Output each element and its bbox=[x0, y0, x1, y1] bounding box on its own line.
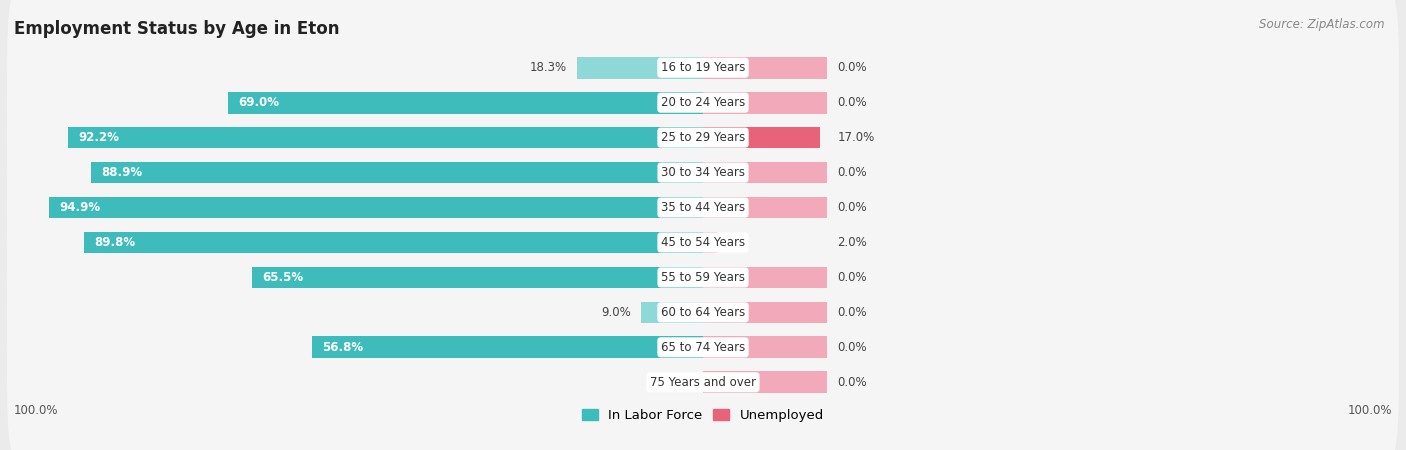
Text: Employment Status by Age in Eton: Employment Status by Age in Eton bbox=[14, 20, 340, 38]
Bar bbox=[703, 162, 827, 184]
Text: 55 to 59 Years: 55 to 59 Years bbox=[661, 271, 745, 284]
Text: 0.0%: 0.0% bbox=[838, 376, 868, 389]
Text: 0.0%: 0.0% bbox=[838, 96, 868, 109]
Text: 65.5%: 65.5% bbox=[262, 271, 304, 284]
Text: 89.8%: 89.8% bbox=[94, 236, 136, 249]
Text: Source: ZipAtlas.com: Source: ZipAtlas.com bbox=[1260, 18, 1385, 31]
Text: 17.0%: 17.0% bbox=[838, 131, 875, 144]
Bar bbox=[84, 232, 703, 253]
Text: 0.0%: 0.0% bbox=[838, 271, 868, 284]
FancyBboxPatch shape bbox=[7, 230, 1399, 395]
FancyBboxPatch shape bbox=[7, 125, 1399, 290]
FancyBboxPatch shape bbox=[7, 55, 1399, 220]
Text: 2.0%: 2.0% bbox=[838, 236, 868, 249]
Text: 69.0%: 69.0% bbox=[238, 96, 278, 109]
Text: 0.0%: 0.0% bbox=[838, 201, 868, 214]
Bar bbox=[703, 266, 827, 288]
Bar bbox=[703, 232, 717, 253]
Text: 9.0%: 9.0% bbox=[600, 306, 631, 319]
Bar bbox=[703, 337, 827, 358]
Text: 18.3%: 18.3% bbox=[530, 61, 567, 74]
Text: 0.0%: 0.0% bbox=[664, 376, 693, 389]
FancyBboxPatch shape bbox=[7, 90, 1399, 256]
FancyBboxPatch shape bbox=[7, 265, 1399, 430]
Bar bbox=[90, 162, 703, 184]
Text: 75 Years and over: 75 Years and over bbox=[650, 376, 756, 389]
Text: 20 to 24 Years: 20 to 24 Years bbox=[661, 96, 745, 109]
Text: 16 to 19 Years: 16 to 19 Years bbox=[661, 61, 745, 74]
Text: 25 to 29 Years: 25 to 29 Years bbox=[661, 131, 745, 144]
Legend: In Labor Force, Unemployed: In Labor Force, Unemployed bbox=[576, 403, 830, 427]
Text: 0.0%: 0.0% bbox=[838, 341, 868, 354]
Text: 94.9%: 94.9% bbox=[59, 201, 101, 214]
Text: 92.2%: 92.2% bbox=[79, 131, 120, 144]
Bar bbox=[312, 337, 703, 358]
Text: 45 to 54 Years: 45 to 54 Years bbox=[661, 236, 745, 249]
Text: 60 to 64 Years: 60 to 64 Years bbox=[661, 306, 745, 319]
FancyBboxPatch shape bbox=[7, 194, 1399, 360]
Bar bbox=[703, 371, 827, 393]
Bar bbox=[67, 127, 703, 148]
FancyBboxPatch shape bbox=[7, 20, 1399, 185]
Bar bbox=[703, 92, 827, 113]
FancyBboxPatch shape bbox=[7, 299, 1399, 450]
Text: 30 to 34 Years: 30 to 34 Years bbox=[661, 166, 745, 179]
Bar bbox=[641, 302, 703, 323]
Text: 56.8%: 56.8% bbox=[322, 341, 363, 354]
FancyBboxPatch shape bbox=[7, 0, 1399, 151]
Bar bbox=[703, 127, 820, 148]
Text: 65 to 74 Years: 65 to 74 Years bbox=[661, 341, 745, 354]
Bar bbox=[576, 57, 703, 79]
Text: 100.0%: 100.0% bbox=[1347, 404, 1392, 417]
Text: 35 to 44 Years: 35 to 44 Years bbox=[661, 201, 745, 214]
Bar bbox=[252, 266, 703, 288]
Text: 0.0%: 0.0% bbox=[838, 306, 868, 319]
Bar bbox=[703, 57, 827, 79]
Text: 0.0%: 0.0% bbox=[838, 166, 868, 179]
Text: 0.0%: 0.0% bbox=[838, 61, 868, 74]
FancyBboxPatch shape bbox=[7, 160, 1399, 325]
Bar bbox=[228, 92, 703, 113]
Text: 100.0%: 100.0% bbox=[14, 404, 59, 417]
Bar bbox=[703, 197, 827, 218]
Bar bbox=[703, 302, 827, 323]
Text: 88.9%: 88.9% bbox=[101, 166, 142, 179]
Bar bbox=[49, 197, 703, 218]
